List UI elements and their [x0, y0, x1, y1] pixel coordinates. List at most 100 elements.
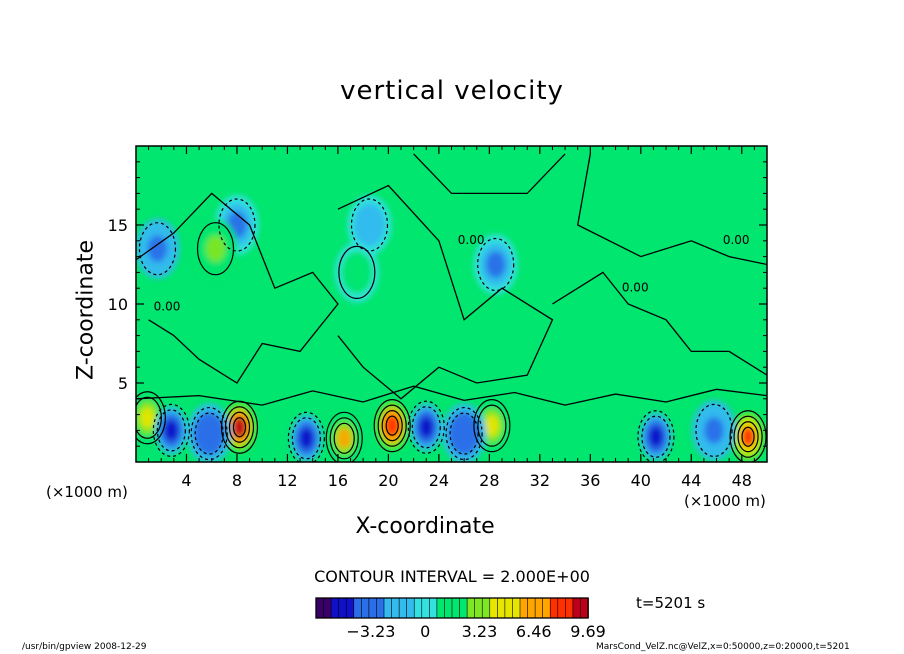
contour-line-zero [576, 153, 767, 266]
colorbar-bin [565, 597, 574, 619]
colorbar-bin [481, 597, 491, 619]
field-blob [347, 259, 367, 286]
colorbar-bin [580, 597, 589, 619]
colorbar-tick-label: −3.23 [346, 622, 395, 641]
x-tick-label: 32 [530, 471, 550, 490]
x-tick-label: 28 [479, 471, 499, 490]
contour-ring [138, 222, 177, 276]
field-blob [232, 416, 247, 438]
colorbar-bin [376, 597, 385, 619]
time-label: t=5201 s [636, 594, 706, 612]
colorbar-bin [519, 597, 529, 619]
x-unit-right: (×1000 m) [684, 492, 766, 510]
contour-ring [411, 406, 441, 449]
field-blob [741, 426, 756, 448]
contour-ring [637, 410, 675, 462]
field-blob [164, 419, 179, 441]
field-blob [484, 415, 499, 437]
contour-line-zero [337, 184, 554, 400]
field-blob [454, 420, 474, 447]
x-tick-label: 20 [378, 471, 398, 490]
contour-line-zero [136, 385, 767, 406]
contour-ring [291, 417, 321, 460]
contour-ring [377, 404, 407, 447]
field-blob [419, 416, 434, 438]
contour-ring [325, 411, 363, 462]
colorbar-bin [572, 597, 582, 619]
contour-ring [477, 237, 515, 292]
field-blob [485, 251, 506, 278]
colorbar-bin [315, 597, 325, 619]
colorbar-bin [542, 597, 552, 619]
contour-ring [329, 417, 359, 460]
contour-label: 0.00 [154, 299, 181, 313]
contour-ring [407, 400, 445, 454]
field-blob [648, 426, 663, 448]
contour-ring [729, 410, 767, 462]
contour-ring [232, 417, 247, 438]
colorbar-tick-label: 3.23 [462, 622, 498, 641]
contour-ring [136, 391, 166, 445]
colorbar-bin [323, 597, 332, 619]
colorbar-bin [353, 597, 363, 619]
contour-ring [338, 245, 376, 299]
contour-ring [196, 222, 235, 276]
y-tick-label: 5 [118, 374, 128, 393]
colorbar-bin [361, 597, 370, 619]
colorbar-bin [406, 597, 416, 619]
contour-ring [228, 411, 251, 443]
colorbar-bin [504, 597, 514, 619]
colorbar-bin [436, 597, 446, 619]
contour-interval-label: CONTOUR INTERVAL = 2.000E+00 [314, 567, 590, 586]
field-blob [359, 211, 380, 239]
x-tick-label: 4 [181, 471, 191, 490]
field-blob [205, 235, 226, 262]
field-blob [299, 427, 314, 449]
contour-ring [445, 406, 483, 461]
colorbar-bin [451, 597, 461, 619]
y-axis-label: Z-coordinate [73, 240, 99, 380]
contour-ring [737, 421, 759, 453]
field-blob [199, 420, 219, 447]
colorbar-bin [391, 597, 400, 619]
contour-ring [473, 399, 511, 453]
contour-ring [190, 406, 228, 461]
x-tick-label: 36 [580, 471, 600, 490]
field-blobs [136, 195, 765, 462]
contour-ring [449, 412, 479, 455]
x-tick-label: 40 [631, 471, 651, 490]
footer-dataset: MarsCond_VelZ.nc@VelZ,x=0:50000,z=0:2000… [596, 642, 850, 652]
colorbar-bin [557, 597, 567, 619]
x-tick-label: 12 [277, 471, 297, 490]
contour-ring [156, 409, 186, 452]
colorbar-bin [459, 597, 468, 619]
x-axis-label: X-coordinate [355, 514, 495, 539]
colorbar-bin [429, 597, 438, 619]
contour-line-zero [552, 271, 767, 376]
contour-ring [385, 415, 399, 436]
contour-ring [333, 422, 355, 454]
field-blob [337, 427, 352, 449]
y-tick-label: 15 [108, 216, 128, 235]
contour-label: 0.00 [458, 233, 485, 247]
colorbar-bin [474, 597, 484, 619]
contour-ring [733, 415, 763, 458]
chart-title: vertical velocity [340, 76, 564, 106]
colorbar-frame [315, 597, 589, 619]
contour-ring [477, 404, 507, 447]
colorbar-bin [466, 597, 476, 619]
x-tick-label: 24 [429, 471, 449, 490]
colorbar-tick-label: 0 [420, 622, 430, 641]
field-blob [704, 417, 724, 444]
colorbar-bin [527, 597, 536, 619]
contour-ring [741, 426, 755, 447]
x-unit-left: (×1000 m) [46, 483, 128, 501]
x-tick-label: 48 [732, 471, 752, 490]
colorbar-bin [489, 597, 499, 619]
contour-ring [695, 403, 733, 457]
field-blob [140, 407, 155, 429]
colorbar-bin [383, 597, 393, 619]
colorbar-bin [330, 597, 340, 619]
x-tick-label: 44 [681, 471, 701, 490]
